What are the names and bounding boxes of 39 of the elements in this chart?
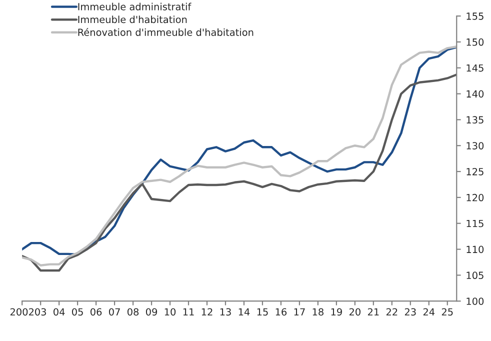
x-tick-label: 2002 (10, 308, 34, 316)
y-tick-label: 130 (466, 142, 484, 150)
x-tick-label: 14 (238, 308, 250, 316)
x-tick-label: 13 (220, 308, 231, 316)
x-tick-label: 17 (294, 308, 305, 316)
x-tick-label: 08 (127, 308, 139, 316)
y-tick-label: 105 (466, 272, 484, 280)
y-tick-label: 140 (466, 90, 484, 98)
x-tick-label: 09 (146, 308, 158, 316)
x-tick-label: 23 (404, 308, 416, 316)
y-tick-label: 115 (466, 220, 484, 228)
x-tick-label: 03 (35, 308, 46, 316)
x-tick-label: 12 (202, 308, 212, 316)
y-tick-label: 100 (466, 298, 484, 305)
y-tick-label: 125 (466, 168, 484, 176)
x-tick-label: 22 (386, 308, 398, 316)
x-tick-label: 07 (109, 308, 120, 316)
legend-label: Immeuble d'habitation (78, 16, 187, 24)
y-tick-label: 120 (466, 194, 484, 202)
y-tick-label: 155 (466, 12, 484, 20)
y-tick-label: 135 (466, 116, 484, 124)
x-tick-label: 15 (257, 308, 268, 316)
y-tick-label: 110 (466, 246, 484, 254)
x-tick-label: 18 (312, 308, 324, 316)
x-tick-label: 11 (183, 308, 194, 316)
y-tick-label: 145 (466, 64, 484, 72)
x-tick-label: 04 (54, 308, 65, 316)
legend-label: Rénovation d'immeuble d'habitation (78, 28, 254, 36)
x-tick-label: 16 (276, 308, 287, 316)
x-tick-label: 06 (90, 308, 102, 316)
x-tick-label: 19 (331, 308, 342, 316)
x-tick-label: 21 (368, 308, 379, 316)
legend-label: Immeuble administratif (78, 2, 192, 10)
x-tick-label: 24 (423, 308, 435, 316)
x-tick-label: 10 (164, 308, 176, 316)
x-tick-label: 05 (72, 308, 83, 316)
x-tick-label: 25 (442, 308, 453, 316)
x-tick-label: 20 (349, 308, 360, 316)
y-tick-label: 150 (466, 38, 484, 46)
